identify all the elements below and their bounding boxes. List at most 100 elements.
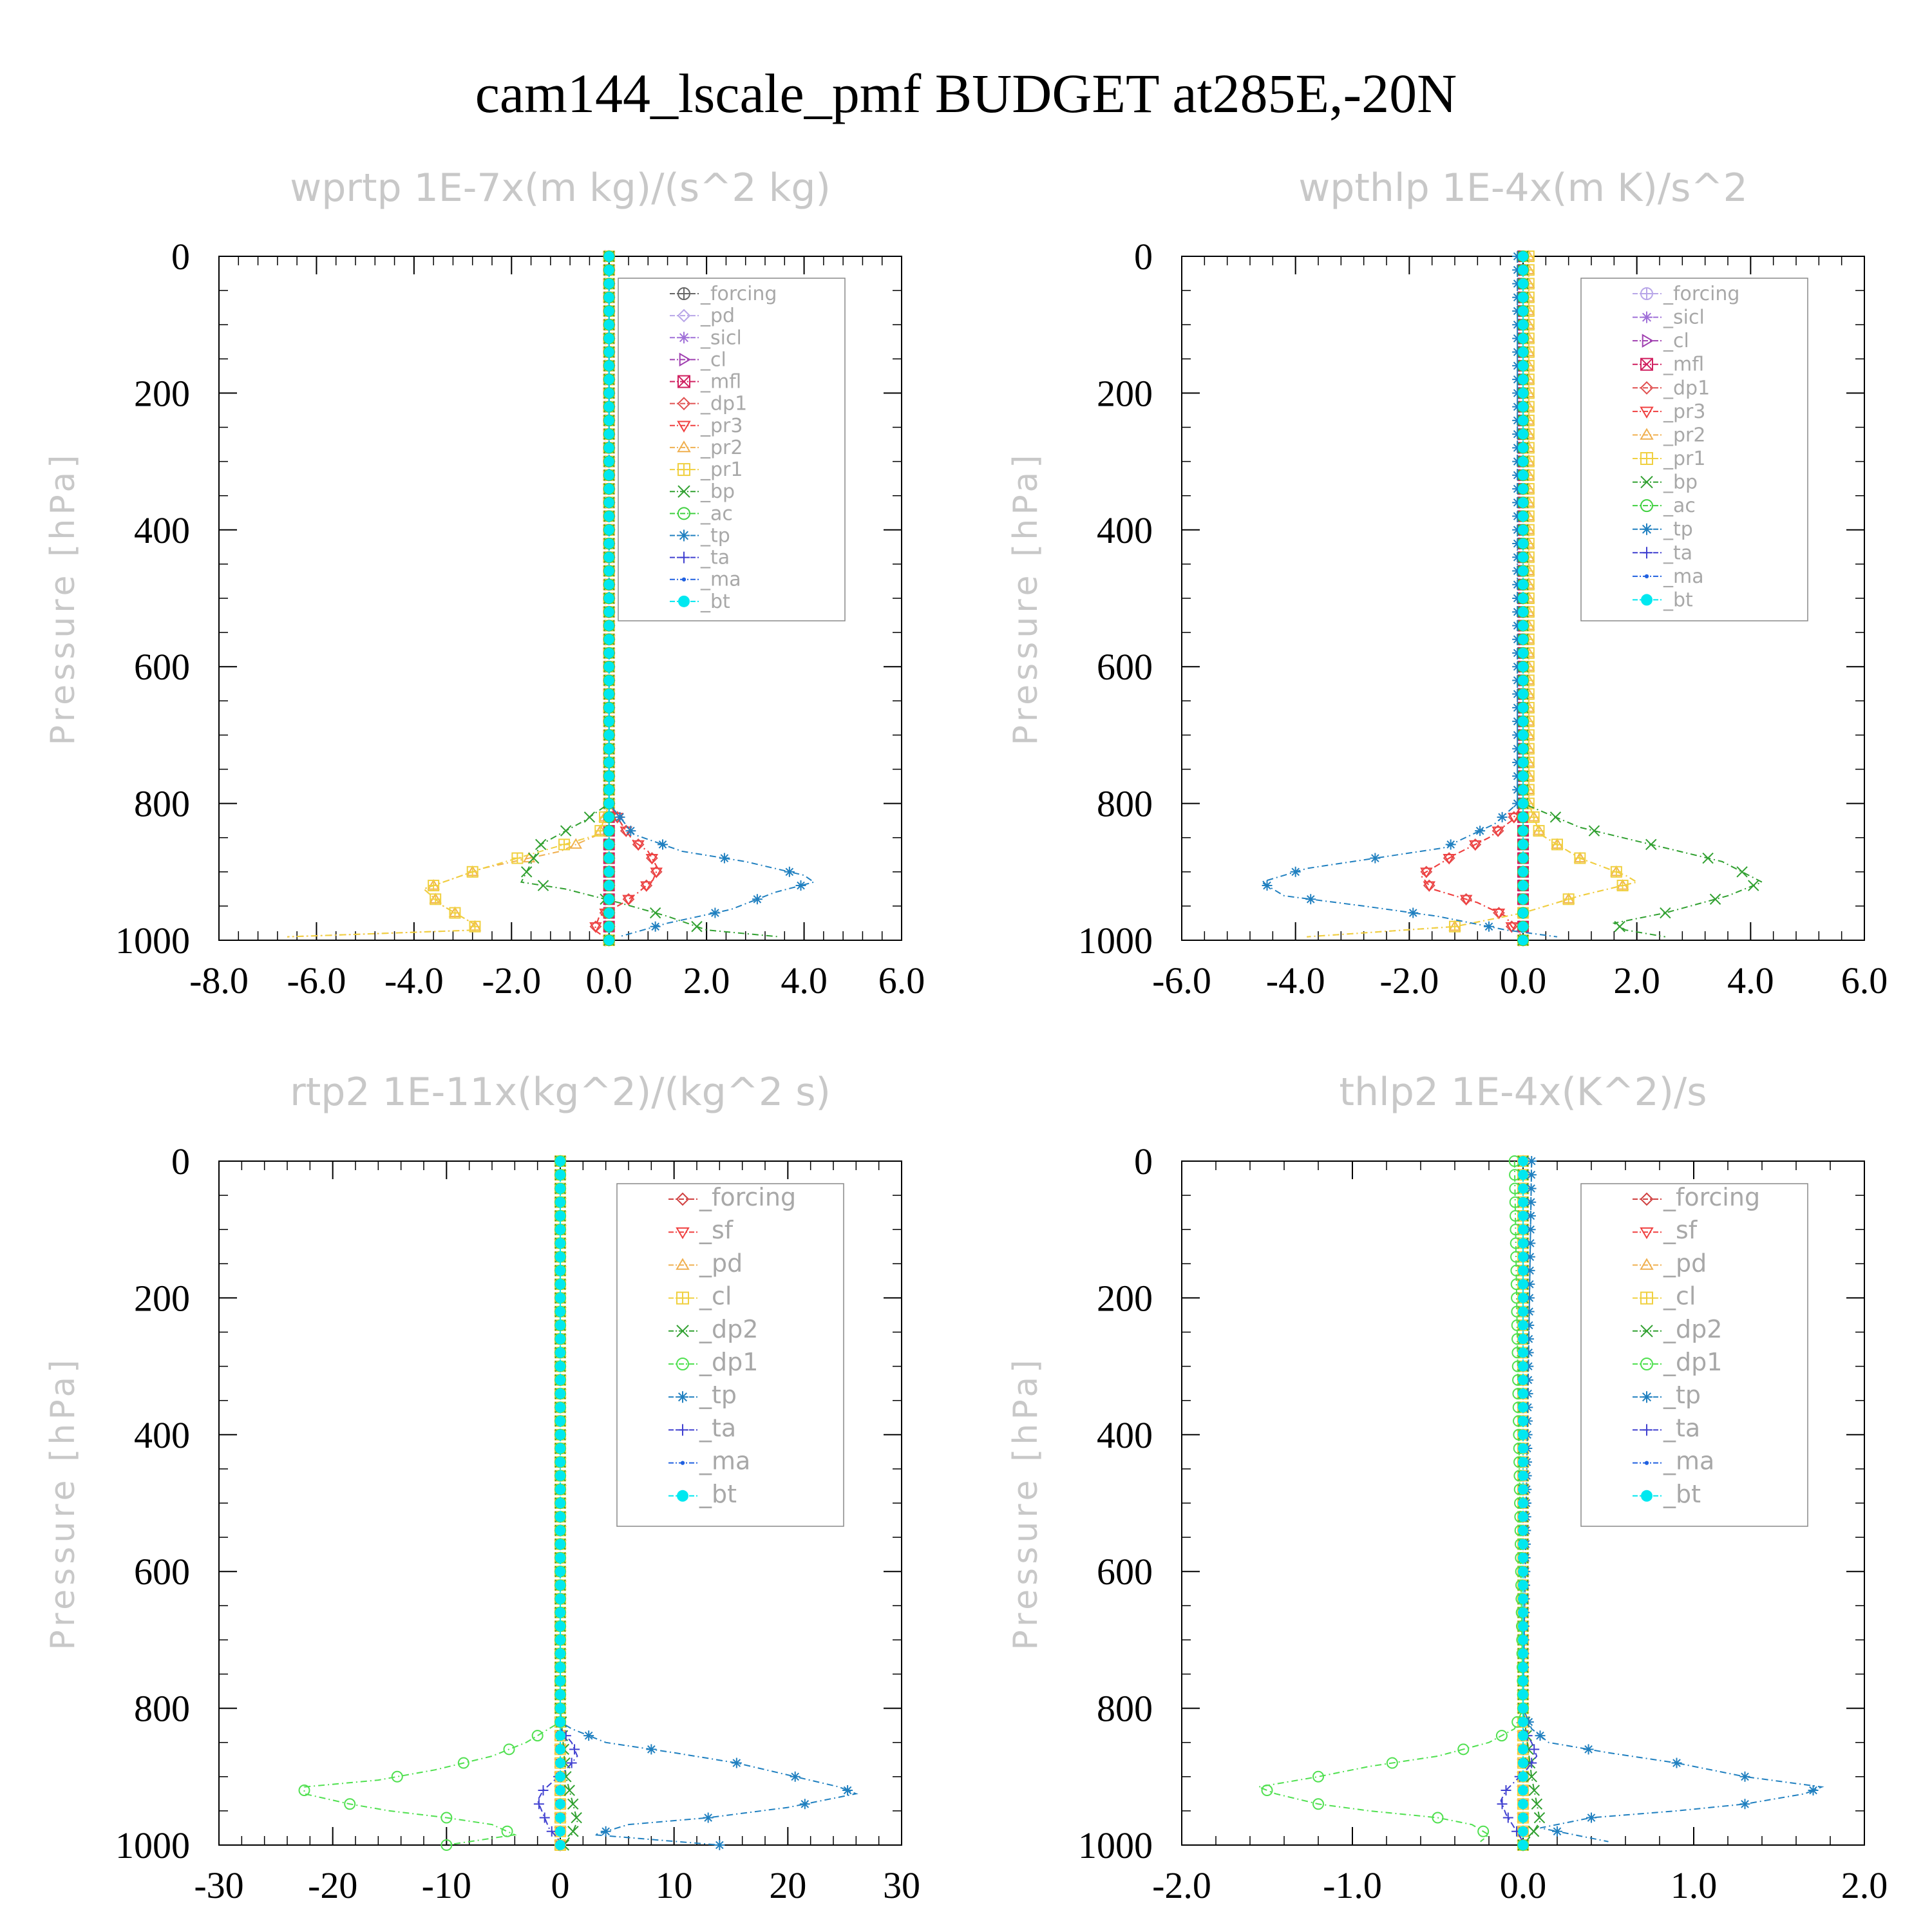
data-point — [1640, 475, 1653, 489]
data-point — [678, 551, 690, 564]
data-point — [676, 1227, 690, 1240]
data-point — [1518, 1156, 1528, 1166]
data-point — [1518, 866, 1528, 877]
data-point — [603, 771, 614, 782]
x-tick-label: -2.0 — [1152, 1864, 1211, 1906]
data-point — [569, 1744, 580, 1755]
data-point — [1526, 1197, 1537, 1208]
data-point — [677, 440, 691, 453]
data-point — [1512, 579, 1523, 590]
data-point — [1512, 346, 1523, 357]
data-point — [1617, 880, 1628, 891]
data-point — [555, 1388, 565, 1399]
data-point — [1588, 825, 1600, 837]
data-point — [603, 811, 614, 822]
data-point — [1518, 388, 1528, 399]
data-point — [1518, 771, 1528, 782]
data-point — [703, 1812, 714, 1823]
data-point — [603, 826, 614, 837]
legend-label: _dp1 — [700, 393, 747, 415]
data-point — [1518, 593, 1528, 603]
data-point — [603, 688, 614, 699]
data-point — [603, 866, 614, 877]
data-point — [567, 1798, 579, 1810]
data-point — [1512, 524, 1523, 535]
data-point — [555, 1293, 565, 1303]
data-point — [555, 1429, 565, 1440]
data-point — [680, 1461, 685, 1465]
data-point — [1518, 702, 1528, 713]
legend: _forcing _sf _pd _cl _dp2 _dp1 _tp _ta _ma _bt — [616, 1183, 844, 1527]
legend-label: _forcing — [700, 283, 777, 305]
data-point — [1640, 381, 1654, 395]
data-point — [603, 579, 614, 590]
legend-label: _dp2 — [699, 1315, 758, 1343]
data-point — [1492, 826, 1504, 838]
data-point — [555, 1689, 565, 1700]
data-point — [1518, 1785, 1528, 1796]
data-point — [603, 552, 614, 563]
data-point — [555, 1511, 565, 1522]
data-point — [1501, 1785, 1511, 1796]
data-point — [1518, 484, 1528, 495]
data-point — [555, 1402, 565, 1413]
data-point — [1512, 757, 1523, 768]
data-point — [603, 784, 614, 795]
data-point — [603, 524, 614, 535]
data-point — [677, 375, 690, 388]
data-point — [555, 1703, 565, 1714]
y-tick-label: 1000 — [1078, 920, 1153, 961]
data-point — [555, 1457, 565, 1468]
data-point — [678, 529, 690, 542]
data-point — [391, 1770, 403, 1783]
data-point — [555, 1279, 565, 1290]
data-point — [1528, 1785, 1540, 1796]
x-tick-label: 4.0 — [1727, 960, 1774, 1001]
data-point — [1644, 574, 1649, 579]
legend: _forcing _sf _pd _cl _dp2 _dp1 _tp _ta _ma _bt — [1580, 1183, 1808, 1527]
series-bt — [1518, 251, 1528, 945]
data-point — [603, 333, 614, 344]
data-point — [440, 1812, 453, 1824]
data-point — [1508, 813, 1520, 824]
series-dp1 — [1256, 1155, 1529, 1851]
data-point — [501, 1825, 513, 1837]
legend-label: _forcing — [699, 1183, 796, 1211]
data-point — [842, 1785, 853, 1796]
data-point — [1526, 1183, 1537, 1194]
data-point — [531, 1730, 544, 1742]
data-point — [1512, 469, 1523, 480]
x-tick-label: 0.0 — [1500, 1864, 1547, 1906]
data-point — [1512, 688, 1523, 699]
data-point — [1497, 811, 1508, 822]
legend-label: _mfl — [700, 371, 741, 393]
data-point — [1524, 1306, 1535, 1317]
legend-label: _cl — [1663, 1282, 1696, 1311]
panel-title: thlp2 1E-4x(K^2)/s — [1339, 1070, 1707, 1115]
data-point — [555, 1840, 565, 1850]
data-point — [1518, 1443, 1528, 1454]
x-tick-label: -10 — [422, 1864, 471, 1906]
data-point — [649, 907, 661, 919]
data-point — [555, 1470, 565, 1481]
data-point — [344, 1798, 356, 1810]
legend-label: _bt — [1663, 589, 1693, 611]
data-point — [527, 852, 540, 864]
x-tick-label: -8.0 — [189, 960, 249, 1001]
series-pr3 — [1419, 252, 1530, 947]
data-point — [645, 853, 659, 865]
data-point — [677, 1424, 688, 1436]
legend-label: _forcing — [1663, 1183, 1760, 1211]
panel-title: wpthlp 1E-4x(m K)/s^2 — [1298, 166, 1748, 211]
data-point — [522, 851, 536, 863]
data-point — [632, 840, 645, 851]
legend-box — [618, 278, 846, 621]
data-point — [676, 1325, 689, 1338]
data-point — [603, 798, 614, 809]
data-point — [603, 265, 614, 276]
data-point — [539, 1812, 550, 1823]
data-point — [603, 469, 614, 480]
data-point — [1518, 839, 1528, 850]
data-point — [1518, 565, 1528, 576]
